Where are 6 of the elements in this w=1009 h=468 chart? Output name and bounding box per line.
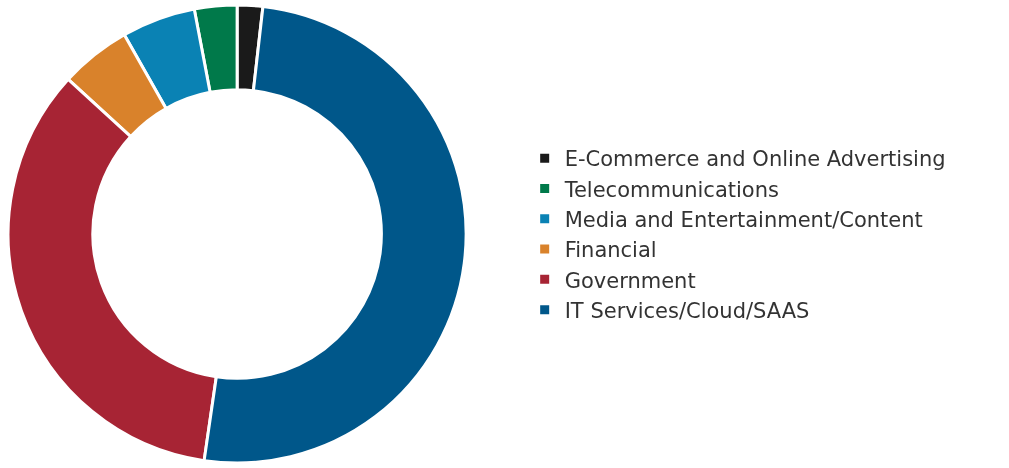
- legend-label: E-Commerce and Online Advertising: [564, 147, 946, 172]
- legend-label: Media and Entertainment/Content: [564, 207, 923, 232]
- legend-label: Telecommunications: [563, 177, 779, 202]
- legend-label: Government: [564, 268, 696, 293]
- legend-label: Financial: [564, 238, 657, 263]
- legend-label: IT Services/Cloud/SAAS: [564, 298, 810, 323]
